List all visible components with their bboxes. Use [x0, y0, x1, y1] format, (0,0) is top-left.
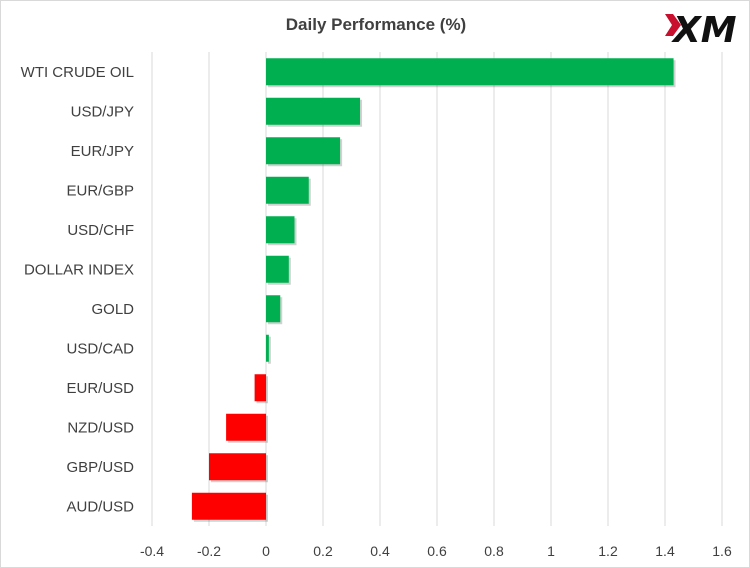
bar-eur-jpy	[266, 137, 341, 165]
bar-gold	[266, 295, 281, 323]
bar-usd-cad	[266, 334, 269, 362]
bar-usd-chf	[266, 216, 295, 244]
category-label: GOLD	[91, 301, 134, 318]
bar-dollar-index	[266, 255, 289, 283]
bar-eur-usd	[254, 374, 266, 402]
category-label: USD/JPY	[71, 103, 134, 120]
x-tick-label: 0.8	[484, 543, 504, 559]
bar-shadow	[268, 336, 271, 364]
bar-wti-crude-oil	[266, 58, 674, 86]
x-tick-label: 0.4	[370, 543, 390, 559]
x-tick-label: 0.2	[313, 543, 333, 559]
category-label: USD/CHF	[67, 222, 134, 239]
xm-logo-text: XM	[671, 10, 737, 51]
category-label: USD/CAD	[66, 340, 134, 357]
x-tick-label: 0.6	[427, 543, 447, 559]
category-label: EUR/JPY	[71, 143, 134, 160]
x-tick-label: 1.6	[712, 543, 732, 559]
grid-lines	[151, 52, 723, 526]
bar-nzd-usd	[226, 413, 266, 441]
category-label: EUR/GBP	[66, 182, 134, 199]
x-tick-label: 0	[262, 543, 270, 559]
category-label: WTI CRUDE OIL	[21, 64, 134, 81]
x-tick-label: -0.4	[140, 543, 164, 559]
x-tick-label: 1	[547, 543, 555, 559]
category-label: DOLLAR INDEX	[24, 261, 134, 278]
x-tick-label: -0.2	[197, 543, 221, 559]
category-label: AUD/USD	[66, 498, 134, 515]
bar-aud-usd	[191, 492, 266, 520]
x-tick-labels: -0.4 -0.2 0 0.2 0.4 0.6 0.8 1 1.2 1.4 1.6	[140, 543, 732, 559]
xm-logo: XM	[665, 9, 745, 51]
category-labels: WTI CRUDE OIL USD/JPY EUR/JPY EUR/GBP USD/CH…	[21, 64, 135, 516]
category-label: EUR/USD	[66, 380, 134, 397]
x-tick-label: 1.4	[655, 543, 675, 559]
x-tick-label: 1.2	[598, 543, 618, 559]
bars	[191, 58, 676, 522]
bar-gbp-usd	[209, 453, 266, 481]
category-label: NZD/USD	[67, 419, 134, 436]
chart-title: Daily Performance (%)	[286, 15, 466, 34]
bar-eur-gbp	[266, 176, 309, 204]
category-label: GBP/USD	[66, 459, 134, 476]
bar-usd-jpy	[266, 97, 361, 125]
